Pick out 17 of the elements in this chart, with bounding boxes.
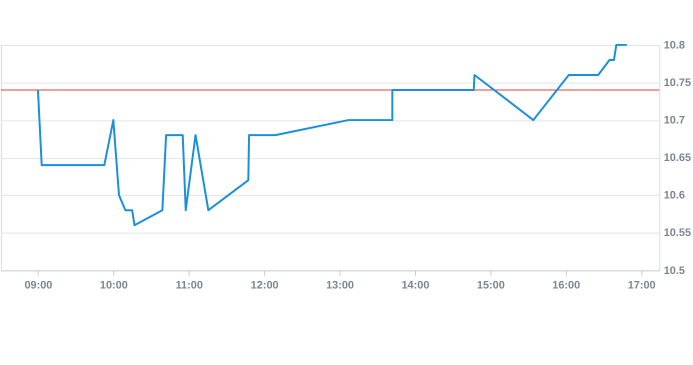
x-tick-label: 11:00: [176, 280, 203, 292]
y-tick-label: 10.8: [664, 39, 685, 52]
x-tick-label: 09:00: [24, 280, 52, 292]
x-tick-label: 13:00: [326, 280, 354, 292]
y-tick-label: 10.7: [664, 114, 685, 127]
y-tick-label: 10.5: [664, 264, 685, 277]
x-tick-label: 15:00: [476, 280, 505, 292]
x-tick-label: 12:00: [250, 280, 279, 292]
x-tick-label: 17:00: [628, 280, 656, 292]
x-tick-label: 10:00: [100, 280, 128, 292]
y-tick-label: 10.65: [664, 152, 692, 164]
x-tick-label: 14:00: [401, 280, 430, 292]
y-tick-label: 10.75: [664, 76, 692, 89]
y-tick-label: 10.55: [664, 227, 692, 240]
line-series: [36, 44, 628, 226]
x-tick-label: 16:00: [552, 280, 580, 292]
y-tick-label: 10.6: [664, 190, 685, 202]
